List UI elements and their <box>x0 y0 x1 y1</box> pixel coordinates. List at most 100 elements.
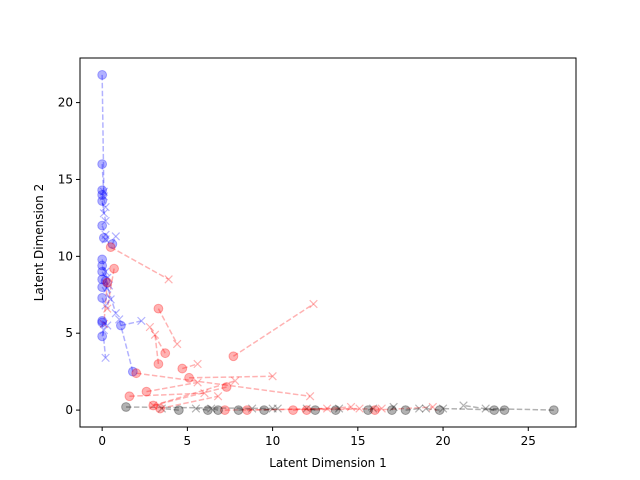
connector-black-49 <box>391 406 395 411</box>
connector-blue-15 <box>101 329 105 337</box>
cross-point-black-43 <box>207 404 216 413</box>
circle-point-blue-16 <box>100 276 111 286</box>
circle-point-blue-3 <box>97 189 108 200</box>
cross-point-red-27 <box>193 359 202 369</box>
circle-point-black-54 <box>548 405 559 415</box>
circle-point-black-49 <box>387 405 397 415</box>
cross-point-blue-5 <box>101 230 110 240</box>
circle-point-black-48 <box>363 405 373 415</box>
x-tick-label-3: 15 <box>350 434 365 448</box>
cross-point-red-25 <box>145 322 155 332</box>
cross-point-black-53 <box>438 404 448 413</box>
connector-blue-4 <box>101 200 107 222</box>
circle-point-blue-1 <box>97 159 108 169</box>
cross-point-red-28 <box>268 372 277 381</box>
connector-blue-17 <box>111 236 117 245</box>
connector-red-38 <box>306 407 382 411</box>
cross-point-blue-9 <box>104 281 114 290</box>
circle-point-blue-19 <box>127 366 138 377</box>
connector-blue-0 <box>101 74 105 192</box>
connector-red-36 <box>247 407 328 411</box>
cross-point-red-37 <box>346 402 356 412</box>
circle-point-blue-10 <box>97 274 108 285</box>
circle-point-blue-11 <box>97 282 108 292</box>
cross-point-red-21 <box>103 304 112 313</box>
connector-red-23 <box>157 308 178 345</box>
cross-point-blue-7 <box>101 267 110 276</box>
cross-point-red-26 <box>150 330 160 339</box>
cross-point-black-48 <box>368 404 378 413</box>
x-axis-label: Latent Dimension 1 <box>269 456 387 470</box>
connector-blue-9 <box>101 271 110 286</box>
circle-point-red-37 <box>288 405 298 415</box>
connector-blue-7 <box>101 259 107 272</box>
circle-point-red-27 <box>177 363 188 374</box>
circle-point-blue-2 <box>97 185 108 196</box>
connector-blue-8 <box>101 265 108 279</box>
connector-black-46 <box>306 407 316 411</box>
connector-red-32 <box>129 392 205 397</box>
cross-point-red-36 <box>322 404 332 413</box>
circle-point-blue-4 <box>97 196 108 206</box>
cross-point-blue-4 <box>101 216 110 226</box>
circle-point-red-29 <box>131 368 142 379</box>
cross-point-red-30 <box>149 401 158 410</box>
connector-red-25 <box>149 326 166 354</box>
connector-black-50 <box>405 407 420 411</box>
connector-blue-1 <box>101 164 105 197</box>
y-tick-label-0: 0 <box>65 403 73 417</box>
circle-point-black-51 <box>434 405 445 415</box>
connector-blue-2 <box>101 190 107 208</box>
connector-red-20 <box>110 246 169 281</box>
cross-point-blue-17 <box>111 232 121 241</box>
circle-point-red-33 <box>148 400 159 411</box>
connector-black-51 <box>425 407 440 411</box>
circle-point-red-20 <box>105 242 116 253</box>
cross-point-blue-3 <box>99 209 109 218</box>
plot-frame <box>79 57 577 428</box>
y-tick-label-4: 20 <box>58 96 73 110</box>
x-tick-label-5: 25 <box>521 434 536 448</box>
cross-point-blue-1 <box>99 192 109 201</box>
connector-black-47 <box>335 407 340 411</box>
circle-point-blue-13 <box>97 316 108 326</box>
connector-blue-12 <box>101 297 107 306</box>
cross-point-blue-14 <box>101 353 110 363</box>
connector-blue-11 <box>101 286 112 300</box>
connector-black-48 <box>367 407 374 411</box>
y-tick-label-1: 5 <box>65 326 73 340</box>
cross-point-black-44 <box>247 404 257 413</box>
circle-point-red-22 <box>102 277 113 288</box>
circle-point-black-47 <box>330 405 341 415</box>
circle-point-red-34 <box>155 403 166 414</box>
cross-point-blue-15 <box>99 325 109 335</box>
circle-point-red-35 <box>219 405 230 415</box>
connector-blue-19 <box>118 319 134 372</box>
connector-black-53 <box>443 407 505 411</box>
cross-point-blue-16 <box>111 309 121 318</box>
connector-black-41 <box>161 407 179 411</box>
circle-point-red-39 <box>369 405 380 415</box>
y-tick-label-2: 10 <box>58 249 73 263</box>
cross-point-red-29 <box>305 392 315 401</box>
circle-point-blue-8 <box>97 260 108 271</box>
connector-black-52 <box>463 404 495 411</box>
cross-point-black-40 <box>268 404 277 413</box>
cross-point-blue-13 <box>103 321 112 330</box>
cross-point-red-24 <box>309 299 318 309</box>
circle-point-red-30 <box>221 382 232 392</box>
circle-point-black-46 <box>310 405 321 415</box>
cross-point-black-50 <box>414 404 424 413</box>
cross-point-red-31 <box>193 378 202 387</box>
connector-blue-3 <box>101 194 105 214</box>
connector-black-45 <box>263 407 278 411</box>
circle-point-black-42 <box>202 405 213 415</box>
circle-point-red-24 <box>228 351 239 362</box>
connector-red-33 <box>153 380 236 407</box>
connector-red-29 <box>136 372 311 397</box>
x-axis-ticks: 0 5 10 15 20 25 <box>98 427 536 448</box>
connector-red-34 <box>159 395 219 410</box>
connector-blue-18 <box>120 320 142 327</box>
cross-point-blue-10 <box>103 284 112 293</box>
cross-point-blue-0 <box>99 187 109 196</box>
